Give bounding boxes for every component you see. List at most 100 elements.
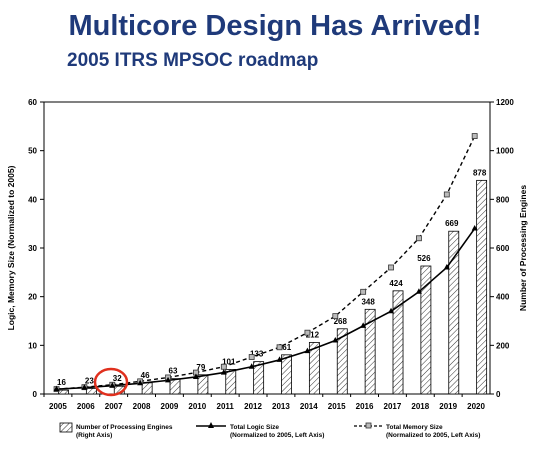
legend-logic-label-2: (Normalized to 2005, Left Axis) bbox=[230, 432, 324, 439]
processing-engines-bar bbox=[420, 265, 432, 395]
processing-engines-bar bbox=[308, 342, 320, 395]
logic-size-point bbox=[443, 263, 450, 270]
processing-engines-bar bbox=[364, 308, 376, 395]
legend-logic-marker bbox=[208, 422, 214, 428]
right-tick-label: 1200 bbox=[496, 98, 514, 107]
memory-size-point bbox=[471, 133, 478, 139]
x-tick-label: 2005 bbox=[49, 402, 67, 411]
right-axis-title: Number of Processing Engines bbox=[518, 185, 528, 311]
logic-size-point bbox=[360, 322, 367, 328]
size-lines bbox=[53, 133, 478, 393]
bar-value-label: 23 bbox=[85, 376, 94, 385]
bar-value-label: 16 bbox=[57, 378, 66, 387]
processing-engines-bars: 16 23 32 46 63 79 101 133 161 212 268 348 424 526 669 8… bbox=[57, 168, 488, 395]
x-tick-label: 2009 bbox=[161, 402, 179, 411]
processing-engines-bar bbox=[253, 361, 265, 395]
logic-size-point bbox=[415, 288, 422, 294]
logic-size-point bbox=[165, 376, 172, 383]
slide-subtitle: 2005 ITRS MPSOC roadmap bbox=[67, 50, 319, 71]
logic-size-point bbox=[137, 379, 144, 386]
logic-size-point bbox=[192, 373, 199, 379]
chart-legend: Number of Processing Engines(Right Axis)… bbox=[59, 422, 480, 439]
x-tick-label: 2013 bbox=[272, 402, 290, 411]
bar-value-label: 101 bbox=[222, 357, 236, 366]
bar-value-label: 46 bbox=[141, 371, 150, 380]
memory-size-point bbox=[304, 329, 311, 336]
memory-size-point bbox=[360, 288, 367, 295]
right-tick-label: 0 bbox=[496, 390, 501, 399]
memory-size-point bbox=[443, 191, 450, 198]
bar-value-label: 212 bbox=[306, 330, 320, 339]
logic-size-point bbox=[220, 369, 227, 375]
memory-size-point bbox=[388, 264, 394, 271]
processing-engines-bar bbox=[197, 374, 209, 395]
legend-bar-swatch bbox=[59, 422, 73, 433]
bar-value-label: 32 bbox=[113, 374, 122, 383]
left-tick-label: 10 bbox=[28, 341, 37, 350]
right-tick-label: 400 bbox=[496, 293, 510, 302]
legend-memory-marker bbox=[365, 422, 372, 429]
bar-value-label: 268 bbox=[334, 317, 348, 326]
x-tick-label: 2012 bbox=[244, 402, 262, 411]
bar-value-label: 526 bbox=[417, 254, 431, 263]
processing-engines-bar bbox=[141, 382, 153, 395]
legend-bar-label: Number of Processing Engines bbox=[76, 424, 173, 431]
left-tick-label: 0 bbox=[33, 390, 38, 399]
processing-engines-bar bbox=[448, 230, 460, 395]
processing-engines-bar bbox=[336, 328, 348, 395]
legend-bar-label-2: (Right Axis) bbox=[76, 432, 112, 439]
right-tick-label: 600 bbox=[496, 244, 510, 253]
legend-memory-label: Total Memory Size bbox=[386, 424, 443, 431]
logic-size-point bbox=[81, 384, 88, 390]
legend-logic-label: Total Logic Size bbox=[230, 424, 279, 431]
x-tick-label: 2014 bbox=[300, 402, 318, 411]
logic-size-point bbox=[388, 307, 395, 314]
legend-memory-label-2: (Normalized to 2005, Left Axis) bbox=[386, 432, 480, 439]
memory-size-point bbox=[276, 344, 283, 351]
bar-value-label: 63 bbox=[169, 367, 178, 376]
right-tick-label: 200 bbox=[496, 341, 510, 350]
memory-size-point bbox=[248, 354, 255, 360]
x-tick-label: 2008 bbox=[133, 402, 151, 411]
memory-size-point bbox=[332, 313, 339, 320]
processing-engines-bar bbox=[58, 389, 69, 395]
bar-value-label: 79 bbox=[196, 363, 205, 372]
highlight-circle bbox=[93, 367, 129, 397]
x-tick-label: 2010 bbox=[188, 402, 206, 411]
bar-value-label: 133 bbox=[250, 350, 264, 359]
x-tick-label: 2007 bbox=[105, 402, 123, 411]
bar-value-label: 878 bbox=[473, 168, 487, 177]
logic-size-point bbox=[109, 382, 116, 388]
logic-size-point bbox=[248, 363, 255, 369]
processing-engines-bar bbox=[225, 369, 237, 395]
left-tick-label: 50 bbox=[28, 147, 37, 156]
left-tick-label: 60 bbox=[28, 98, 37, 107]
x-tick-label: 2017 bbox=[384, 402, 402, 411]
logic-size-point bbox=[276, 356, 283, 362]
bar-value-label: 161 bbox=[278, 343, 292, 352]
right-tick-label: 1000 bbox=[496, 147, 514, 156]
axis-labels: Logic, Memory Size (Normalized to 2005) N… bbox=[6, 165, 528, 330]
x-tick-label: 2016 bbox=[356, 402, 374, 411]
processing-engines-bar bbox=[476, 179, 488, 395]
logic-size-point bbox=[304, 347, 311, 354]
memory-size-line bbox=[56, 135, 476, 390]
bar-value-label: 669 bbox=[445, 219, 459, 228]
bar-value-label: 348 bbox=[361, 297, 375, 306]
slide-title: Multicore Design Has Arrived! bbox=[68, 10, 482, 42]
processing-engines-bar bbox=[169, 378, 181, 395]
logic-size-point bbox=[471, 225, 478, 231]
x-tick-label: 2011 bbox=[217, 402, 235, 411]
logic-size-line bbox=[56, 228, 476, 390]
memory-size-point bbox=[416, 235, 422, 242]
processing-engines-bar bbox=[392, 290, 404, 395]
bar-value-label: 424 bbox=[389, 279, 403, 288]
logic-size-point bbox=[53, 385, 60, 392]
right-tick-label: 800 bbox=[496, 195, 510, 204]
x-tick-label: 2015 bbox=[328, 402, 346, 411]
left-axis-title: Logic, Memory Size (Normalized to 2005) bbox=[6, 165, 16, 330]
x-tick-label: 2020 bbox=[467, 402, 485, 411]
left-tick-label: 30 bbox=[28, 244, 37, 253]
processing-engines-bar bbox=[281, 354, 292, 395]
